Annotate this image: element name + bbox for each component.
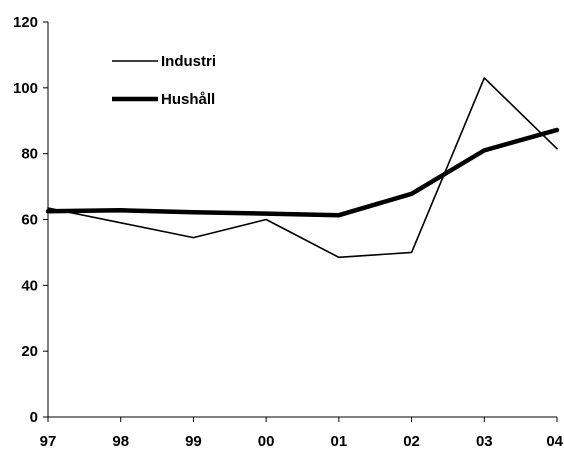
y-tick-label: 60 <box>21 212 38 229</box>
x-tick-label: 04 <box>546 433 563 450</box>
x-tick-label: 98 <box>112 433 129 450</box>
legend-label-industri: Industri <box>161 53 216 70</box>
x-tick-label: 97 <box>40 433 57 450</box>
y-tick-label: 100 <box>13 80 38 97</box>
x-tick-label: 01 <box>331 433 348 450</box>
y-tick-label: 120 <box>13 14 38 31</box>
y-axis-ticks: 0 20 40 60 80 100 120 <box>13 14 48 426</box>
chart-axes <box>47 22 557 418</box>
series-line-hushall <box>45 127 560 218</box>
y-tick-label: 40 <box>21 277 38 294</box>
x-tick-label: 03 <box>476 433 493 450</box>
y-tick-label: 0 <box>30 409 38 426</box>
x-tick-label: 02 <box>403 433 420 450</box>
series-line-industri <box>47 77 558 259</box>
y-tick-label: 20 <box>21 343 38 360</box>
y-tick-label: 80 <box>21 146 38 163</box>
legend-label-hushall: Hushåll <box>161 91 215 108</box>
x-tick-label: 00 <box>258 433 275 450</box>
x-axis-ticks: 97 98 99 00 01 02 03 04 <box>40 417 564 450</box>
x-tick-label: 99 <box>185 433 202 450</box>
series-layer <box>45 77 560 259</box>
legend: Industri Hushåll <box>112 53 216 108</box>
